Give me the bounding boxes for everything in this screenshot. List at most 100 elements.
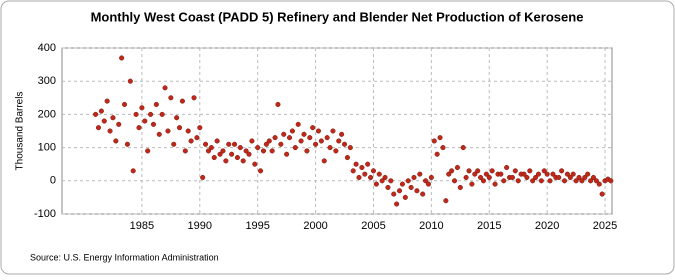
data-point — [365, 161, 371, 167]
data-point — [150, 121, 157, 127]
data-point — [339, 131, 345, 137]
data-point — [585, 171, 591, 177]
data-point — [98, 108, 104, 114]
data-point — [408, 184, 414, 190]
data-point — [443, 198, 449, 204]
data-point — [292, 145, 298, 151]
data-point — [171, 141, 177, 147]
y-tick-label: 400 — [38, 42, 56, 54]
data-point — [388, 178, 394, 184]
data-point — [246, 151, 252, 157]
data-point — [420, 191, 426, 197]
data-point — [538, 178, 544, 184]
data-point — [318, 138, 324, 144]
data-point — [478, 174, 484, 181]
data-point — [469, 181, 475, 187]
data-point — [310, 125, 316, 131]
data-point — [382, 174, 388, 181]
data-point — [521, 171, 527, 177]
data-point — [136, 125, 142, 131]
data-point — [142, 118, 148, 124]
data-point — [194, 135, 200, 141]
data-point — [423, 178, 429, 184]
data-point — [185, 128, 191, 134]
data-point — [153, 101, 159, 107]
x-tick-label: 1990 — [188, 220, 212, 232]
x-tick-label: 2015 — [477, 220, 501, 232]
data-point — [527, 168, 533, 174]
data-point — [298, 138, 304, 144]
data-point — [379, 178, 385, 184]
data-point — [269, 148, 275, 154]
data-point — [188, 138, 194, 144]
y-tick-label: 300 — [38, 75, 56, 87]
data-point — [101, 118, 107, 124]
data-point — [174, 115, 180, 121]
data-point — [501, 178, 507, 184]
data-point — [449, 168, 455, 174]
data-point — [356, 174, 362, 181]
data-point — [197, 125, 203, 131]
data-point — [159, 111, 165, 117]
data-point — [203, 141, 209, 147]
data-point — [113, 138, 119, 144]
chart-title: Monthly West Coast (PADD 5) Refinery and… — [91, 9, 584, 24]
y-tick-label: 100 — [38, 142, 56, 154]
data-point — [535, 171, 542, 177]
data-point — [402, 194, 408, 200]
data-point — [266, 138, 272, 144]
data-point — [275, 101, 281, 107]
data-point — [168, 95, 174, 101]
data-point — [249, 138, 255, 144]
data-point — [431, 138, 437, 144]
data-point — [121, 101, 128, 107]
data-point — [107, 128, 113, 134]
data-point — [593, 178, 599, 184]
data-point — [205, 148, 212, 154]
data-point — [417, 171, 423, 177]
plot-area — [61, 47, 613, 215]
data-point — [124, 141, 130, 147]
data-point — [104, 98, 110, 104]
data-point — [359, 164, 365, 171]
data-point — [301, 131, 307, 137]
data-point — [480, 178, 487, 184]
data-point — [547, 178, 553, 184]
data-point — [148, 111, 154, 117]
data-point — [550, 171, 556, 177]
data-point — [579, 178, 585, 184]
data-point — [567, 174, 573, 181]
data-point — [512, 168, 518, 174]
data-point — [214, 138, 220, 144]
data-point — [373, 181, 379, 187]
data-point — [556, 174, 562, 181]
data-point — [295, 121, 301, 127]
data-point — [341, 141, 348, 147]
data-point — [252, 161, 258, 167]
data-point — [596, 181, 602, 187]
data-point — [440, 145, 446, 151]
x-tick-label: 1995 — [245, 220, 269, 232]
data-point — [191, 95, 197, 101]
data-point — [504, 164, 510, 171]
data-point — [304, 148, 310, 154]
data-point — [376, 171, 382, 177]
data-point — [347, 145, 353, 151]
data-point — [315, 128, 322, 134]
data-point — [307, 135, 313, 141]
data-point — [524, 174, 530, 181]
data-point — [223, 158, 229, 164]
data-point — [130, 168, 136, 174]
data-point — [165, 128, 171, 134]
data-point — [530, 178, 536, 184]
data-point — [217, 151, 223, 157]
data-point — [333, 148, 339, 154]
data-point — [414, 188, 420, 194]
x-tick-label: 2025 — [593, 220, 617, 232]
x-tick-label: 1985 — [130, 220, 154, 232]
data-point — [368, 174, 374, 181]
data-point — [425, 181, 432, 187]
data-point — [533, 174, 539, 181]
